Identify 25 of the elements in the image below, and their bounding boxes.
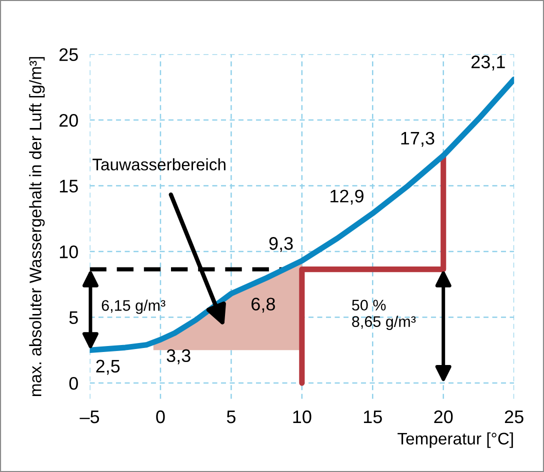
y-tick-label: 20 [59, 114, 78, 127]
x-tick-label: 5 [226, 410, 236, 424]
y-tick-label: 5 [69, 311, 78, 324]
data-label: 17,3 [401, 132, 434, 147]
y-axis-title: max. absoluter Wassergehalt in der Luft [g/m³] [29, 57, 45, 396]
data-label: 6,8 [252, 298, 275, 313]
y-tick-label: 15 [60, 180, 78, 193]
annotation: Tauwasserbereich [92, 158, 226, 170]
x-tick-label: 15 [364, 410, 382, 424]
x-axis-title: Temperatur [°C] [398, 432, 513, 448]
y-tick-label: 25 [59, 48, 78, 61]
x-tick-label: 20 [434, 410, 453, 424]
x-tick-label: 25 [504, 410, 524, 424]
annotation: 50 % 8,65 g/m³ [352, 300, 416, 330]
x-tick-label: 0 [156, 410, 165, 424]
data-label: 3,3 [166, 349, 190, 364]
data-label: 23,1 [472, 56, 505, 70]
data-label: 2,5 [96, 360, 120, 375]
annotation: 6,15 g/m³ [102, 300, 166, 314]
data-label: 9,3 [269, 237, 293, 252]
x-tick-label: 10 [293, 410, 312, 424]
y-tick-label: 10 [60, 245, 78, 258]
y-tick-label: 0 [69, 376, 78, 390]
x-tick-label: –5 [80, 410, 100, 424]
data-label: 12,9 [330, 190, 364, 205]
